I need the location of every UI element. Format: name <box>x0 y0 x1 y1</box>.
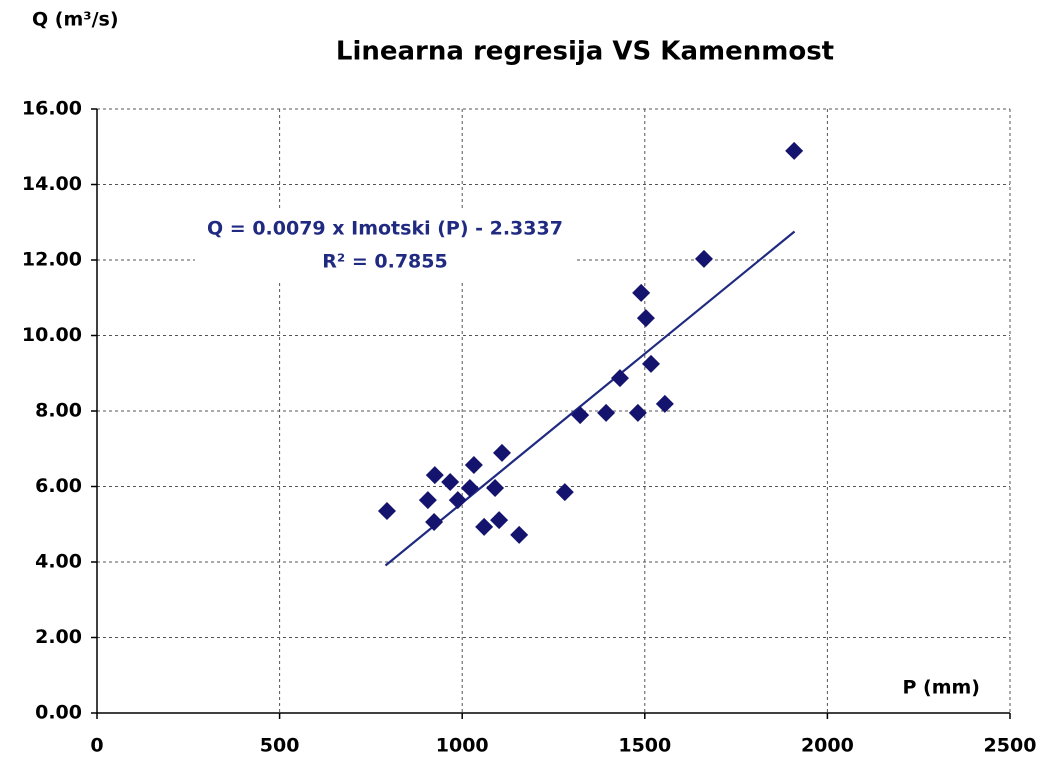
point <box>628 403 647 422</box>
point <box>571 406 590 425</box>
x-axis-label: P (mm) <box>902 677 980 699</box>
chart-title: Linearna regresija VS Kamenmost <box>336 37 834 67</box>
point <box>655 394 674 413</box>
trendline-r2: R² = 0.7855 <box>322 251 447 273</box>
y-axis-label: Q (m³/s) <box>32 9 119 31</box>
point <box>377 502 396 521</box>
point <box>441 472 460 491</box>
y-tick-label: 14.00 <box>22 173 82 195</box>
point <box>555 483 574 502</box>
y-tick-label: 6.00 <box>35 475 82 497</box>
point <box>460 479 479 498</box>
point <box>785 141 804 160</box>
point <box>610 369 629 388</box>
point <box>510 525 529 544</box>
point <box>418 491 437 510</box>
point <box>486 479 505 498</box>
point <box>490 511 509 530</box>
point <box>597 403 616 422</box>
point <box>694 249 713 268</box>
point <box>632 283 651 302</box>
point <box>642 354 661 373</box>
trendline <box>384 230 796 567</box>
x-tick-label: 0 <box>90 735 103 757</box>
y-tick-label: 8.00 <box>35 400 82 422</box>
point <box>464 455 483 474</box>
point <box>448 491 467 510</box>
y-tick-label: 12.00 <box>22 249 82 271</box>
y-tick-label: 10.00 <box>22 324 82 346</box>
y-tick-label: 16.00 <box>22 98 82 120</box>
x-tick-label: 1000 <box>436 735 489 757</box>
x-tick-label: 2000 <box>801 735 854 757</box>
point <box>425 466 444 485</box>
y-tick-label: 4.00 <box>35 551 82 573</box>
x-tick-label: 500 <box>260 735 300 757</box>
trendline-equation: Q = 0.0079 x Imotski (P) - 2.3337 <box>207 218 563 240</box>
equation-box <box>195 210 575 280</box>
point <box>636 309 655 328</box>
point <box>475 517 494 536</box>
point <box>493 443 512 462</box>
x-tick-label: 2500 <box>984 735 1037 757</box>
x-tick-label: 1500 <box>618 735 671 757</box>
y-tick-label: 2.00 <box>35 626 82 648</box>
point <box>425 512 444 531</box>
y-tick-label: 0.00 <box>35 702 82 724</box>
